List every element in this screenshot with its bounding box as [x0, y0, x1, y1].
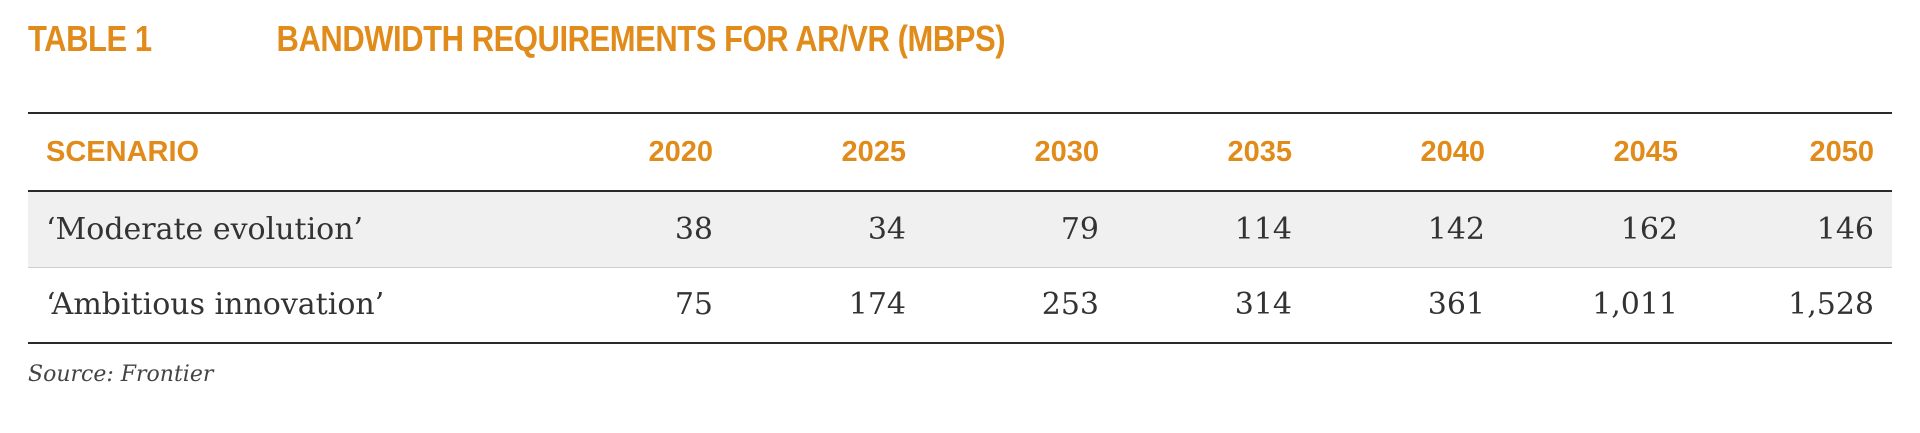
source-note: Source: Frontier	[28, 362, 214, 387]
value-cell-2030: 79	[1060, 211, 1099, 247]
value-cell-2045: 162	[1620, 211, 1678, 247]
scenario-cell: ‘Ambitious innovation’	[46, 287, 385, 323]
column-header-scenario: SCENARIO	[46, 135, 200, 168]
value-cell-2025: 34	[867, 211, 906, 247]
column-header-2020: 2020	[648, 135, 713, 168]
column-header-2035: 2035	[1227, 135, 1292, 168]
value-cell-2040: 142	[1427, 211, 1485, 247]
value-cell-2020: 75	[674, 287, 713, 323]
value-cell-2040: 361	[1427, 287, 1485, 323]
bandwidth-table: SCENARIO 2020 2025 2030 2035 2040 2045 2…	[28, 112, 1892, 344]
table-title-row: TABLE 1 BANDWIDTH REQUIREMENTS FOR AR/VR…	[28, 14, 1006, 64]
value-cell-2050: 146	[1816, 211, 1874, 247]
table-title: BANDWIDTH REQUIREMENTS FOR AR/VR (MBPS)	[276, 18, 1006, 59]
value-cell-2045: 1,011	[1592, 287, 1678, 323]
column-header-2025: 2025	[841, 135, 906, 168]
table-row-ambitious-innovation: ‘Ambitious innovation’ 75 174 253 314 36…	[28, 267, 1892, 343]
value-cell-2035: 314	[1234, 287, 1292, 323]
column-header-2030: 2030	[1034, 135, 1099, 168]
value-cell-2030: 253	[1041, 287, 1099, 323]
column-header-2045: 2045	[1613, 135, 1678, 168]
column-header-2040: 2040	[1420, 135, 1485, 168]
table-row-moderate-evolution: ‘Moderate evolution’ 38 34 79 114 142 16…	[28, 191, 1892, 267]
table-number-label: TABLE 1	[28, 18, 152, 59]
value-cell-2035: 114	[1234, 211, 1292, 247]
value-cell-2025: 174	[848, 287, 906, 323]
scenario-cell: ‘Moderate evolution’	[46, 211, 364, 247]
value-cell-2050: 1,528	[1788, 287, 1874, 323]
column-header-2050: 2050	[1809, 135, 1874, 168]
value-cell-2020: 38	[674, 211, 713, 247]
table-header-row: SCENARIO 2020 2025 2030 2035 2040 2045 2…	[28, 113, 1892, 191]
